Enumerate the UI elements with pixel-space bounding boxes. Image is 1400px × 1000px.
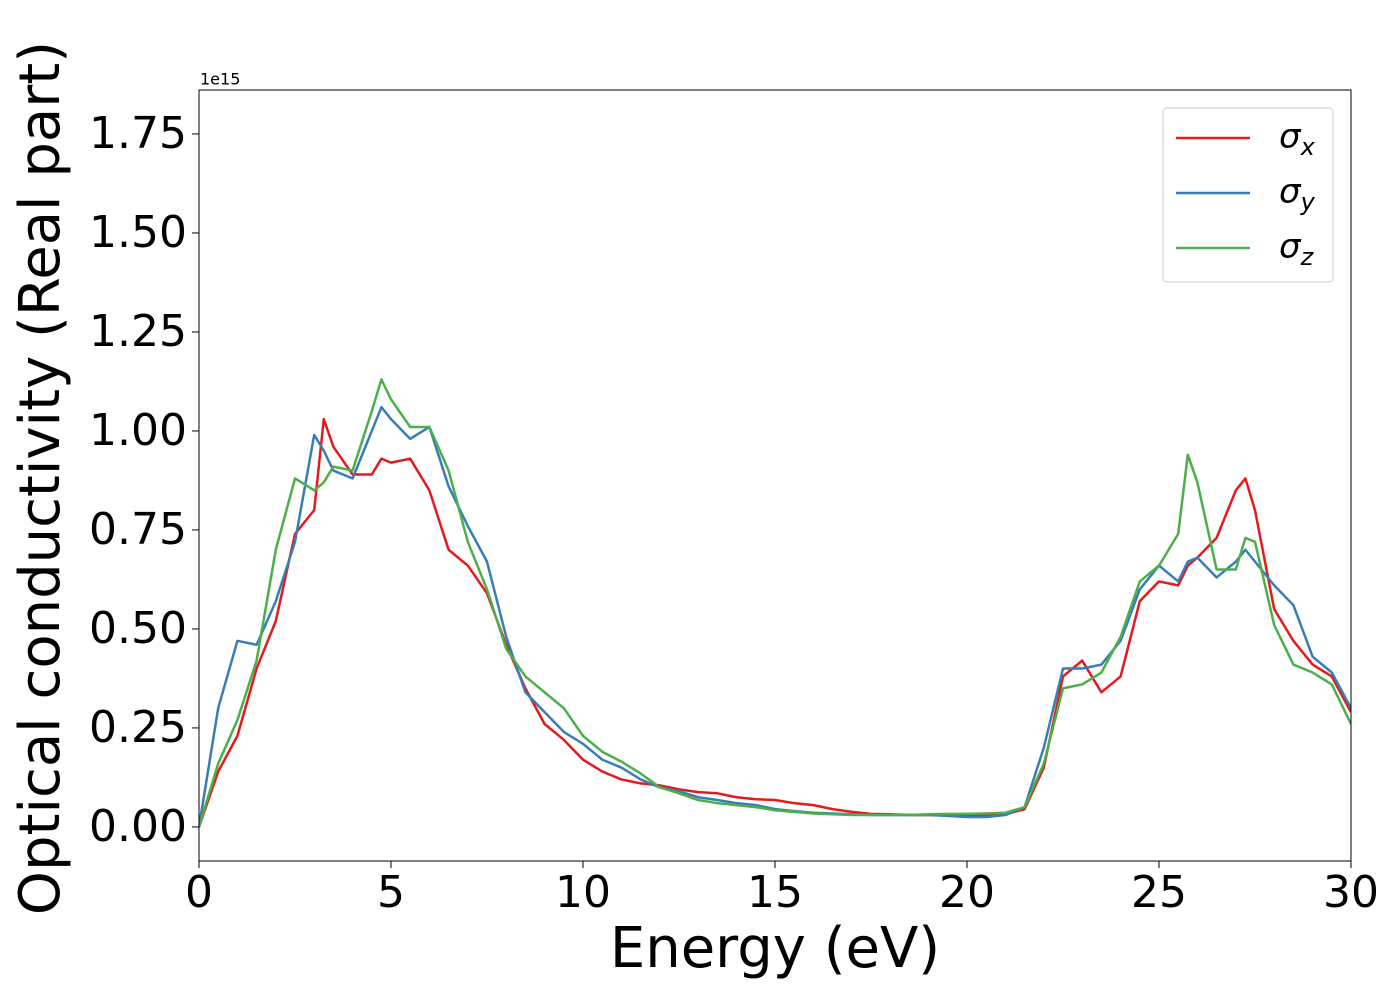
y-tick-label: 0.75: [89, 504, 187, 555]
legend-box: [1162, 107, 1334, 283]
legend-label: σy: [1279, 172, 1316, 217]
y-offset-label: 1e15: [200, 70, 240, 89]
y-tick-label: 1.25: [89, 306, 187, 357]
x-tick-label: 5: [377, 867, 405, 918]
y-tick-label: 1.50: [89, 207, 187, 258]
line-series: [199, 417, 1351, 828]
y-tick-label: 0.25: [89, 702, 187, 753]
x-tick-label: 10: [555, 867, 611, 918]
y-axis-label: Optical conductivity (Real part): [8, 41, 73, 915]
y-tick-label: 1.75: [89, 108, 187, 159]
y-tick-label: 0.50: [89, 603, 187, 654]
x-axis-label: Energy (eV): [610, 916, 940, 981]
x-tick-label: 0: [185, 867, 213, 918]
line-series: [199, 378, 1351, 828]
x-tick-label: 25: [1131, 867, 1187, 918]
y-tick-label: 0.00: [89, 801, 187, 852]
x-tick-label: 30: [1323, 867, 1379, 918]
plot-frame: [198, 89, 1352, 862]
x-tick-label: 15: [747, 867, 803, 918]
y-tick-label: 1.00: [89, 405, 187, 456]
x-tick-label: 20: [939, 867, 995, 918]
